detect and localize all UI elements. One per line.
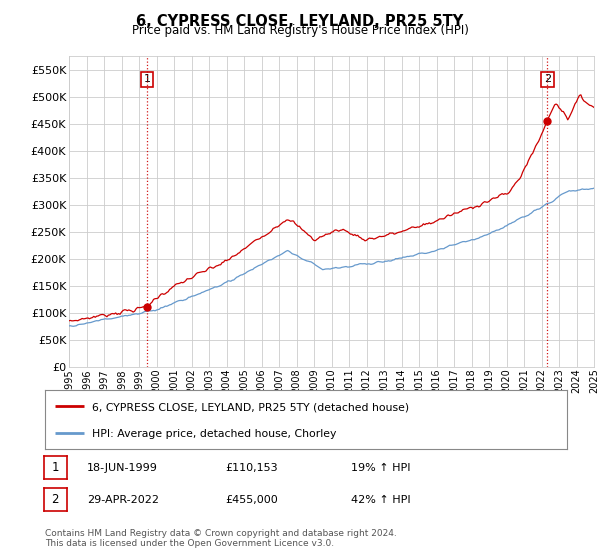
Text: 6, CYPRESS CLOSE, LEYLAND, PR25 5TY: 6, CYPRESS CLOSE, LEYLAND, PR25 5TY [136,14,464,29]
Text: 1: 1 [143,74,151,85]
Text: 42% ↑ HPI: 42% ↑ HPI [351,494,410,505]
Text: Contains HM Land Registry data © Crown copyright and database right 2024.
This d: Contains HM Land Registry data © Crown c… [45,529,397,548]
Text: £110,153: £110,153 [225,463,278,473]
Text: Price paid vs. HM Land Registry's House Price Index (HPI): Price paid vs. HM Land Registry's House … [131,24,469,37]
Text: HPI: Average price, detached house, Chorley: HPI: Average price, detached house, Chor… [92,430,337,440]
Text: 2: 2 [544,74,551,85]
Text: 19% ↑ HPI: 19% ↑ HPI [351,463,410,473]
Text: 1: 1 [52,461,59,474]
Text: 29-APR-2022: 29-APR-2022 [87,494,159,505]
Text: £455,000: £455,000 [225,494,278,505]
Text: 2: 2 [52,493,59,506]
Text: 18-JUN-1999: 18-JUN-1999 [87,463,158,473]
Text: 6, CYPRESS CLOSE, LEYLAND, PR25 5TY (detached house): 6, CYPRESS CLOSE, LEYLAND, PR25 5TY (det… [92,403,409,412]
